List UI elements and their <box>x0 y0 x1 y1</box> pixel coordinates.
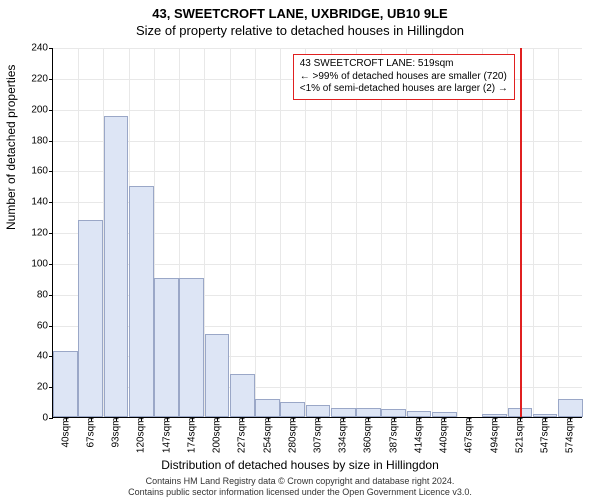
histogram-bar <box>381 409 406 417</box>
gridline-h <box>53 110 582 111</box>
gridline-v <box>533 48 534 417</box>
ytick-label: 120 <box>8 228 48 239</box>
annotation-line: ← >99% of detached houses are smaller (7… <box>300 71 508 84</box>
histogram-chart: 40sqm67sqm93sqm120sqm147sqm174sqm200sqm2… <box>52 48 582 418</box>
histogram-bar <box>558 399 583 418</box>
ytick-label: 220 <box>8 73 48 84</box>
xtick-label: 414sqm <box>413 418 424 454</box>
annotation-line: <1% of semi-detached houses are larger (… <box>300 83 508 96</box>
ytick-mark <box>49 110 53 111</box>
histogram-bar <box>407 411 432 417</box>
gridline-v <box>381 48 382 417</box>
xtick-label: 574sqm <box>565 418 576 454</box>
xtick-label: 227sqm <box>237 418 248 454</box>
ytick-label: 20 <box>8 382 48 393</box>
xtick-label: 120sqm <box>136 418 147 454</box>
gridline-v <box>457 48 458 417</box>
histogram-bar <box>306 405 331 417</box>
xtick-label: 40sqm <box>60 418 71 448</box>
histogram-bar <box>53 351 78 417</box>
ytick-label: 160 <box>8 166 48 177</box>
ytick-mark <box>49 264 53 265</box>
ytick-label: 80 <box>8 289 48 300</box>
gridline-v <box>558 48 559 417</box>
histogram-bar <box>331 408 356 417</box>
xtick-label: 521sqm <box>514 418 525 454</box>
ytick-label: 200 <box>8 104 48 115</box>
xtick-label: 467sqm <box>464 418 475 454</box>
xtick-label: 360sqm <box>363 418 374 454</box>
xtick-label: 93sqm <box>111 418 122 448</box>
ytick-mark <box>49 79 53 80</box>
histogram-bar <box>255 399 280 418</box>
ytick-label: 240 <box>8 43 48 54</box>
histogram-bar <box>78 220 103 417</box>
histogram-bar <box>104 116 129 417</box>
histogram-bar <box>432 412 457 417</box>
ytick-label: 0 <box>8 413 48 424</box>
ytick-mark <box>49 295 53 296</box>
gridline-v <box>230 48 231 417</box>
annotation-line: 43 SWEETCROFT LANE: 519sqm <box>300 58 508 71</box>
xtick-label: 547sqm <box>540 418 551 454</box>
xtick-label: 147sqm <box>161 418 172 454</box>
xtick-label: 387sqm <box>388 418 399 454</box>
footer-line-1: Contains HM Land Registry data © Crown c… <box>0 476 600 487</box>
histogram-bar <box>533 414 558 417</box>
property-marker-line <box>520 48 522 417</box>
histogram-bar <box>280 402 305 417</box>
gridline-v <box>331 48 332 417</box>
ytick-label: 100 <box>8 258 48 269</box>
ytick-mark <box>49 326 53 327</box>
histogram-bar <box>205 334 230 417</box>
gridline-v <box>356 48 357 417</box>
histogram-bar <box>230 374 255 417</box>
gridline-h <box>53 48 582 49</box>
xtick-label: 280sqm <box>287 418 298 454</box>
gridline-v <box>406 48 407 417</box>
gridline-v <box>507 48 508 417</box>
gridline-v <box>432 48 433 417</box>
ytick-label: 180 <box>8 135 48 146</box>
page-subtitle: Size of property relative to detached ho… <box>0 21 600 38</box>
xtick-label: 307sqm <box>313 418 324 454</box>
gridline-v <box>280 48 281 417</box>
ytick-mark <box>49 233 53 234</box>
xtick-label: 200sqm <box>212 418 223 454</box>
ytick-mark <box>49 418 53 419</box>
histogram-bar <box>179 278 204 417</box>
xtick-label: 334sqm <box>338 418 349 454</box>
ytick-mark <box>49 48 53 49</box>
xtick-label: 254sqm <box>262 418 273 454</box>
histogram-bar <box>154 278 179 417</box>
ytick-label: 140 <box>8 197 48 208</box>
ytick-mark <box>49 141 53 142</box>
ytick-mark <box>49 171 53 172</box>
xtick-label: 440sqm <box>439 418 450 454</box>
ytick-mark <box>49 202 53 203</box>
x-axis-label: Distribution of detached houses by size … <box>0 458 600 472</box>
xtick-label: 174sqm <box>186 418 197 454</box>
xtick-label: 67sqm <box>85 418 96 448</box>
histogram-bar <box>129 186 154 417</box>
gridline-v <box>482 48 483 417</box>
ytick-label: 40 <box>8 351 48 362</box>
page-title: 43, SWEETCROFT LANE, UXBRIDGE, UB10 9LE <box>0 0 600 21</box>
gridline-h <box>53 141 582 142</box>
histogram-bar <box>356 408 381 417</box>
gridline-h <box>53 171 582 172</box>
ytick-label: 60 <box>8 320 48 331</box>
gridline-v <box>255 48 256 417</box>
attribution-footer: Contains HM Land Registry data © Crown c… <box>0 476 600 498</box>
footer-line-2: Contains public sector information licen… <box>0 487 600 498</box>
xtick-label: 494sqm <box>489 418 500 454</box>
gridline-v <box>305 48 306 417</box>
annotation-box: 43 SWEETCROFT LANE: 519sqm← >99% of deta… <box>293 54 515 100</box>
histogram-bar <box>482 414 507 417</box>
